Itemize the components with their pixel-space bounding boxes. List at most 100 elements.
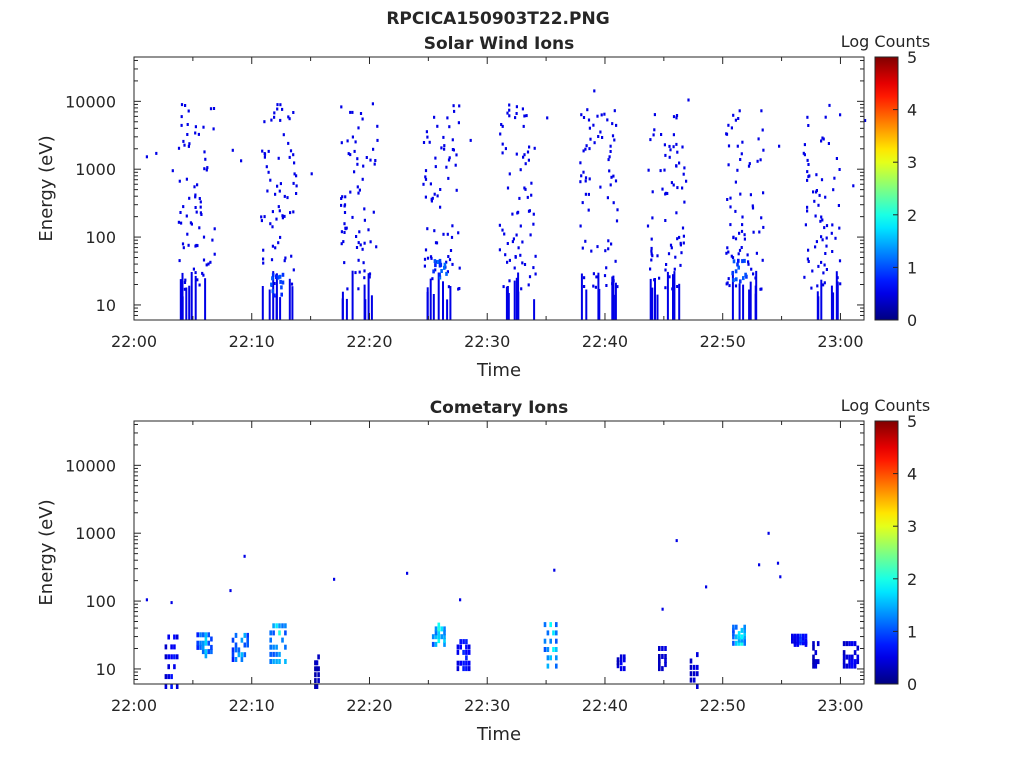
ion-pixel	[592, 272, 595, 276]
ion-pixel	[365, 156, 368, 159]
ion-pixel	[593, 89, 596, 93]
ion-pixel	[741, 223, 744, 227]
ion-cell	[796, 633, 800, 639]
ion-pixel	[274, 192, 277, 196]
ion-cell	[465, 644, 468, 650]
ion-cell	[853, 659, 857, 665]
ion-pixel	[726, 246, 729, 250]
ion-pixel	[593, 141, 596, 145]
ion-cell	[462, 666, 465, 672]
ion-cell	[201, 644, 205, 650]
ion-pixel	[340, 141, 343, 145]
ion-pixel	[448, 258, 452, 262]
ion-cell	[845, 663, 849, 669]
ion-pixel	[584, 192, 587, 196]
ion-pixel	[803, 275, 806, 279]
ion-streak	[673, 271, 676, 320]
ion-pixel	[514, 255, 517, 258]
ion-pixel	[668, 275, 671, 279]
ion-pixel	[802, 151, 805, 155]
ion-pixel	[830, 231, 833, 235]
ion-pixel	[678, 161, 681, 165]
ion-cell	[555, 622, 558, 628]
ion-cell	[555, 638, 558, 644]
ion-pixel	[767, 531, 770, 535]
y-tick-label: 10000	[65, 456, 116, 475]
ion-cell	[272, 651, 275, 657]
ion-pixel	[615, 123, 618, 127]
ion-pixel	[681, 145, 684, 149]
ion-pixel	[281, 107, 284, 111]
ion-cell	[240, 657, 244, 662]
ion-pixel	[675, 142, 678, 146]
ion-cell	[167, 634, 170, 640]
ion-pixel	[508, 279, 511, 283]
ion-hotspot	[278, 274, 282, 279]
ion-cell	[853, 650, 857, 656]
ion-pixel	[424, 177, 428, 181]
ion-cell	[812, 654, 815, 660]
colorbar-tick-label: 1	[907, 258, 917, 277]
ion-cell	[199, 644, 202, 650]
ion-pixel	[664, 219, 667, 222]
ion-pixel	[822, 137, 825, 141]
ion-cell	[459, 660, 462, 666]
ion-cell	[281, 623, 284, 629]
ion-pixel	[452, 104, 455, 108]
ion-cell	[240, 652, 244, 658]
ion-pixel	[736, 168, 739, 172]
ion-cell	[796, 641, 800, 647]
ion-pixel	[676, 237, 679, 241]
ion-pixel	[532, 212, 535, 216]
ion-pixel	[822, 283, 825, 287]
ion-hotspot	[743, 258, 746, 263]
x-axis-label: Time	[476, 724, 521, 745]
ion-pixel	[741, 215, 744, 219]
ion-pixel	[839, 113, 842, 117]
ion-pixel	[498, 223, 501, 227]
ion-pixel	[434, 268, 437, 272]
ion-cell	[275, 623, 278, 629]
ion-cell	[802, 633, 805, 639]
ion-pixel	[196, 278, 199, 282]
ion-pixel	[447, 158, 451, 162]
ion-pixel	[182, 246, 185, 250]
y-tick-label: 1000	[75, 524, 116, 543]
ion-pixel	[452, 148, 455, 152]
ion-pixel	[186, 123, 189, 126]
ion-pixel	[650, 258, 653, 262]
ion-pixel	[231, 148, 234, 152]
ion-pixel	[343, 231, 346, 234]
ion-pixel	[279, 118, 282, 122]
ion-pixel	[590, 249, 593, 253]
ion-cell	[459, 644, 462, 650]
ion-pixel	[523, 186, 526, 190]
colorbar-tick-label: 4	[907, 465, 917, 484]
ion-pixel	[358, 188, 361, 192]
ion-pixel	[194, 193, 197, 197]
ion-pixel	[349, 153, 352, 157]
ion-pixel	[759, 158, 762, 162]
ion-pixel	[262, 257, 265, 261]
ion-pixel	[209, 260, 212, 264]
ion-pixel	[743, 237, 746, 241]
ion-pixel	[508, 172, 511, 176]
ion-pixel	[762, 191, 765, 195]
ion-cell	[737, 631, 741, 637]
ion-cell	[278, 659, 281, 664]
ion-pixel	[649, 138, 652, 142]
ion-pixel	[434, 156, 437, 160]
ion-pixel	[582, 149, 585, 153]
ion-pixel	[446, 270, 449, 274]
ion-streak	[364, 299, 367, 320]
ion-cell	[196, 632, 199, 638]
ion-pixel	[553, 568, 556, 572]
ion-streak	[835, 271, 838, 320]
ion-cell	[204, 649, 208, 655]
ion-cell	[167, 674, 170, 680]
ion-streak	[261, 286, 264, 320]
ion-pixel	[185, 177, 188, 181]
ion-hotspot	[433, 259, 437, 264]
ion-pixel	[187, 144, 190, 148]
